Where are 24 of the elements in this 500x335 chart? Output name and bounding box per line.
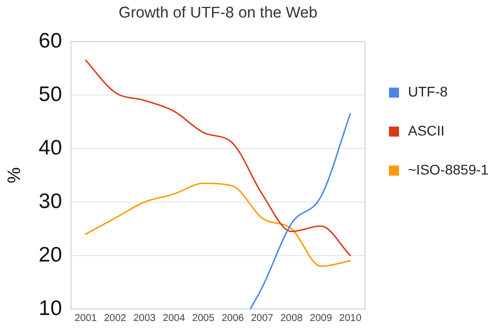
legend-label: UTF-8 <box>408 83 448 100</box>
y-axis-title: % <box>4 167 24 184</box>
chart-title: Growth of UTF-8 on the Web <box>118 4 318 22</box>
line-series <box>85 182 351 267</box>
x-tick-label: 2008 <box>280 312 304 324</box>
y-tick-label: 10 <box>38 296 62 320</box>
x-tick-label: 2002 <box>104 312 127 324</box>
y-tick-label: 20 <box>38 243 62 266</box>
y-tick-label: 40 <box>38 136 62 160</box>
x-tick-label: 2009 <box>310 312 332 324</box>
legend-label: ASCII <box>408 122 445 138</box>
line-series <box>85 60 351 256</box>
x-tick-label: 2001 <box>74 312 98 324</box>
y-tick-label: 60 <box>38 29 62 52</box>
x-tick-label: 2007 <box>250 312 274 324</box>
x-tick-label: 2010 <box>339 312 362 324</box>
y-tick-label: 50 <box>38 82 62 106</box>
x-tick-label: 2003 <box>133 312 156 324</box>
y-tick-label: 30 <box>38 190 62 213</box>
x-tick-label: 2004 <box>162 312 186 324</box>
legend-label: ~ISO-8859-1 <box>408 161 489 178</box>
x-tick-label: 2005 <box>192 312 215 324</box>
line-series <box>250 113 351 309</box>
x-tick-label: 2006 <box>222 312 244 324</box>
